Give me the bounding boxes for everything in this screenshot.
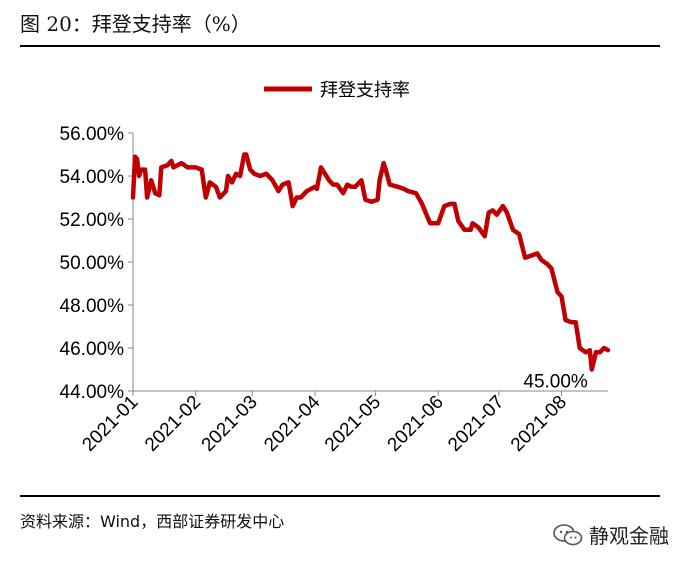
x-tick-label: 2021-02 [141, 392, 205, 456]
wechat-icon [553, 523, 583, 545]
bottom-rule [20, 495, 660, 497]
x-tick-label: 2021-03 [198, 392, 262, 456]
x-tick-label: 2021-07 [444, 392, 508, 456]
watermark: 静观金融 [553, 520, 669, 549]
annotation-layer: 45.00% [523, 372, 588, 393]
figure-title: 图 20：拜登支持率（%） [20, 12, 251, 36]
legend: 拜登支持率 [264, 80, 410, 101]
top-rule [20, 45, 660, 47]
y-tick-label: 56.00% [60, 124, 125, 145]
y-tick-label: 50.00% [60, 253, 125, 274]
x-axis: 2021-012021-022021-032021-042021-052021-… [78, 390, 608, 456]
x-tick-label: 2021-08 [507, 392, 571, 456]
y-tick-label: 54.00% [60, 167, 125, 188]
y-tick-label: 52.00% [60, 210, 125, 231]
series-line [130, 152, 611, 372]
watermark-text: 静观金融 [589, 524, 669, 548]
y-tick-label: 46.00% [60, 339, 125, 360]
x-tick-label: 2021-06 [384, 392, 448, 456]
series-layer [130, 152, 611, 372]
source-note: 资料来源：Wind，西部证券研发中心 [20, 512, 285, 531]
y-axis: 44.00% 46.00% 48.00% 50.00% 52.00% 54.00% 56.0… [60, 124, 134, 403]
min-value-label: 45.00% [523, 372, 588, 393]
y-tick-label: 48.00% [60, 296, 125, 317]
y-tick-label: 44.00% [60, 382, 125, 403]
legend-label: 拜登支持率 [320, 80, 410, 101]
chart: 拜登支持率 44.00% 46.00% 48.00% 50.00% 52.00% 54.0… [60, 80, 611, 456]
x-tick-label: 2021-04 [260, 391, 324, 455]
x-tick-label: 2021-05 [321, 392, 385, 456]
